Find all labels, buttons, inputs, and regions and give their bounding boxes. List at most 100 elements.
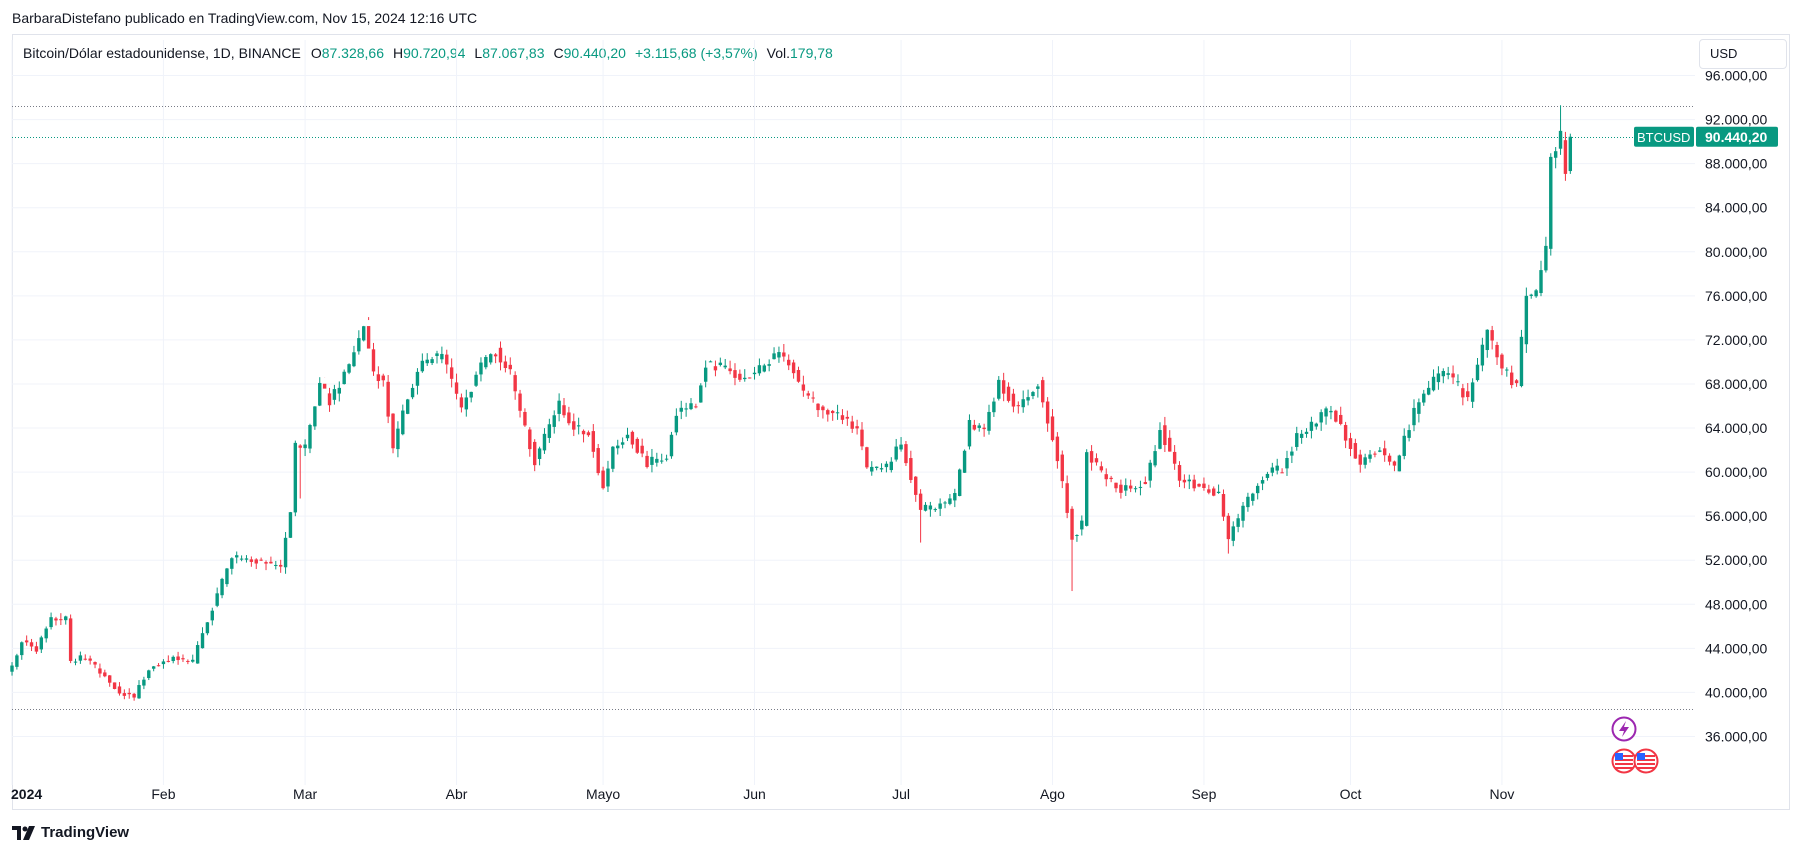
candle xyxy=(112,682,117,690)
candle xyxy=(1324,406,1328,425)
candle-body xyxy=(166,660,171,662)
candle xyxy=(596,443,600,476)
candle xyxy=(147,669,151,681)
candle xyxy=(918,489,923,543)
candle xyxy=(1255,483,1260,500)
candle-body xyxy=(933,509,937,511)
publisher-byline: BarbaraDistefano publicado en TradingVie… xyxy=(12,10,478,26)
candle xyxy=(1466,382,1470,402)
candle-body xyxy=(1309,421,1314,431)
candle-body xyxy=(73,661,78,663)
candle xyxy=(503,355,508,373)
candle-body xyxy=(1085,452,1089,526)
candle-body xyxy=(122,693,127,696)
candle-body xyxy=(1221,494,1226,517)
candle xyxy=(88,655,92,665)
candle xyxy=(161,659,166,669)
candle xyxy=(1343,421,1348,449)
candle xyxy=(953,488,957,508)
candle-body xyxy=(445,354,449,365)
candle-body xyxy=(474,374,478,386)
candle-body xyxy=(1021,399,1025,408)
candle-body xyxy=(611,446,615,469)
x-tick-label: Mayo xyxy=(586,786,620,802)
candle xyxy=(972,419,977,431)
candle xyxy=(567,406,571,426)
candle-body xyxy=(269,561,273,564)
candle xyxy=(987,404,991,435)
candle-body xyxy=(664,458,669,460)
candle-body xyxy=(493,354,498,357)
candle xyxy=(10,662,14,676)
lightning-icon[interactable] xyxy=(1611,716,1637,742)
event-icons[interactable] xyxy=(1611,716,1659,774)
candle xyxy=(278,559,283,573)
candle-body xyxy=(147,670,151,679)
y-tick-label: 96.000,00 xyxy=(1705,68,1767,84)
candle-body xyxy=(142,679,146,686)
legend-symbol[interactable]: Bitcoin/Dólar estadounidense, 1D, BINANC… xyxy=(23,45,301,61)
candle xyxy=(386,375,390,424)
tradingview-logo[interactable]: TradingView xyxy=(12,824,129,841)
price-axis[interactable]: 36.000,00 40.000,00 44.000,00 48.000,00 52.0… xyxy=(1705,68,1767,745)
candle xyxy=(1036,384,1040,398)
candle xyxy=(967,414,972,450)
candle-body xyxy=(552,415,556,427)
candle xyxy=(1197,483,1201,488)
candle-body xyxy=(1304,431,1309,434)
candle-body xyxy=(1485,329,1489,351)
candle-body xyxy=(1270,467,1275,473)
candle-body xyxy=(1417,402,1421,414)
legend-high-value: 90.720,94 xyxy=(403,45,466,61)
candle-body xyxy=(103,672,107,677)
candle xyxy=(166,655,171,663)
candle xyxy=(1016,401,1021,414)
candle-body xyxy=(948,498,952,504)
us-flag-icon[interactable] xyxy=(1611,748,1637,774)
candle xyxy=(992,397,996,417)
candle-body xyxy=(220,578,224,596)
candle-body xyxy=(259,559,263,561)
candle-body xyxy=(918,493,923,510)
candle xyxy=(1241,501,1245,528)
candle-body xyxy=(20,642,24,656)
candle xyxy=(337,381,341,402)
x-tick-label: Mar xyxy=(293,786,317,802)
candle-body xyxy=(254,559,258,564)
candle-body xyxy=(1392,461,1397,466)
candle-body xyxy=(1099,466,1104,471)
candle xyxy=(347,363,351,375)
currency-button[interactable]: USD xyxy=(1699,39,1787,69)
candle-body xyxy=(117,686,122,694)
candle xyxy=(34,641,39,654)
candle xyxy=(1114,482,1118,493)
candle xyxy=(1534,288,1538,298)
candle-body xyxy=(1426,387,1431,395)
candle-body xyxy=(982,427,986,430)
candle xyxy=(850,415,854,433)
candle xyxy=(860,422,864,451)
candle-body xyxy=(870,466,874,472)
candle xyxy=(611,446,615,473)
candle xyxy=(1309,416,1314,439)
candle-body xyxy=(1490,330,1494,341)
candle-body xyxy=(1509,372,1514,386)
candle-body xyxy=(1207,489,1211,493)
candle xyxy=(269,556,273,564)
candle-body xyxy=(884,463,889,468)
candle xyxy=(1358,449,1362,473)
candle-body xyxy=(650,456,654,465)
candle xyxy=(68,614,73,664)
candle xyxy=(855,419,859,435)
candle-body xyxy=(205,622,210,634)
candle xyxy=(733,363,737,386)
candle xyxy=(1500,353,1504,376)
candle xyxy=(142,676,146,690)
time-axis[interactable]: 2024 Feb Mar Abr Mayo Jun Jul Ago Sep Oct Nov xyxy=(11,786,1514,802)
candle-body xyxy=(195,645,200,664)
candle xyxy=(1529,293,1533,299)
candle-body xyxy=(1172,451,1177,464)
us-flag-icon[interactable] xyxy=(1633,748,1659,774)
tradingview-logo-text: TradingView xyxy=(41,824,130,841)
